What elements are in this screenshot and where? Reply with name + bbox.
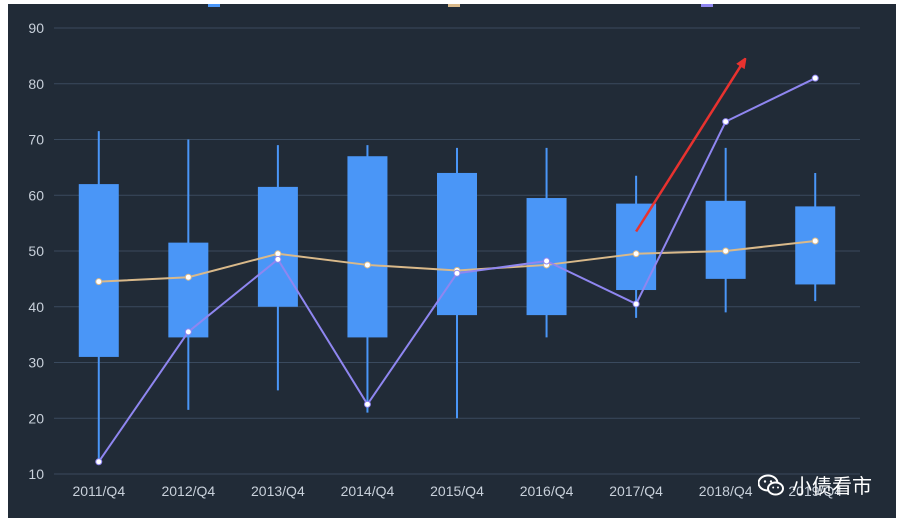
series-point-latest <box>453 269 461 277</box>
box-body <box>78 184 119 357</box>
legend-swatch <box>448 4 460 7</box>
boxes <box>78 131 836 461</box>
x-tick-label: 2012/Q4 <box>161 483 215 499</box>
y-tick-label: 40 <box>28 299 44 315</box>
watermark: 小债看市 <box>758 470 872 499</box>
watermark-text: 小债看市 <box>792 474 872 498</box>
series-point-latest <box>632 300 640 308</box>
series-point-avg <box>363 261 371 269</box>
y-tick-label: 80 <box>28 76 44 92</box>
trend-arrow <box>635 61 743 233</box>
series-point-latest <box>543 257 551 265</box>
series-point-latest <box>274 255 282 263</box>
y-tick-label: 90 <box>28 20 44 36</box>
series-point-latest <box>184 328 192 336</box>
legend <box>208 4 713 7</box>
wechat-icon <box>758 474 784 495</box>
y-tick-label: 20 <box>28 410 44 426</box>
series-point-latest <box>363 400 371 408</box>
x-axis: 2011/Q4 2012/Q4 2013/Q4 2014/Q4 2015/Q4 2016/… <box>72 483 842 499</box>
series-point-latest <box>811 74 819 82</box>
y-tick-label: 10 <box>28 466 44 482</box>
x-tick-label: 2015/Q4 <box>430 483 484 499</box>
series-point-latest <box>95 458 103 466</box>
x-tick-label: 2011/Q4 <box>72 483 125 499</box>
legend-swatch <box>701 4 713 7</box>
y-tick-label: 30 <box>28 355 44 371</box>
y-axis: 10 20 30 40 50 60 70 80 90 <box>28 20 44 482</box>
lines <box>95 74 819 466</box>
box-body <box>257 186 298 307</box>
x-tick-label: 2019/Q4 <box>788 483 842 499</box>
box-body <box>347 156 388 338</box>
box-body <box>526 198 567 316</box>
x-tick-label: 2017/Q4 <box>609 483 663 499</box>
x-tick-label: 2018/Q4 <box>699 483 753 499</box>
series-point-avg <box>95 278 103 286</box>
legend-swatch <box>208 4 220 7</box>
series-point-avg <box>811 237 819 245</box>
box-body <box>168 242 209 338</box>
chart-container: 10 20 30 40 50 60 70 80 90 2011/Q4 2012/Q4 2013/Q4… <box>8 4 896 518</box>
box-body <box>705 200 746 279</box>
series-point-avg <box>184 273 192 281</box>
x-tick-label: 2013/Q4 <box>251 483 305 499</box>
series-point-avg <box>722 247 730 255</box>
y-tick-label: 50 <box>28 243 44 259</box>
box-body <box>795 206 836 285</box>
annotation <box>635 61 743 233</box>
series-point-latest <box>722 118 730 126</box>
y-tick-label: 60 <box>28 187 44 203</box>
y-tick-label: 70 <box>28 132 44 148</box>
series-point-avg <box>632 250 640 258</box>
x-tick-label: 2014/Q4 <box>341 483 395 499</box>
x-tick-label: 2016/Q4 <box>520 483 574 499</box>
boxplot-chart: 10 20 30 40 50 60 70 80 90 2011/Q4 2012/Q4 2013/Q4… <box>8 4 896 518</box>
